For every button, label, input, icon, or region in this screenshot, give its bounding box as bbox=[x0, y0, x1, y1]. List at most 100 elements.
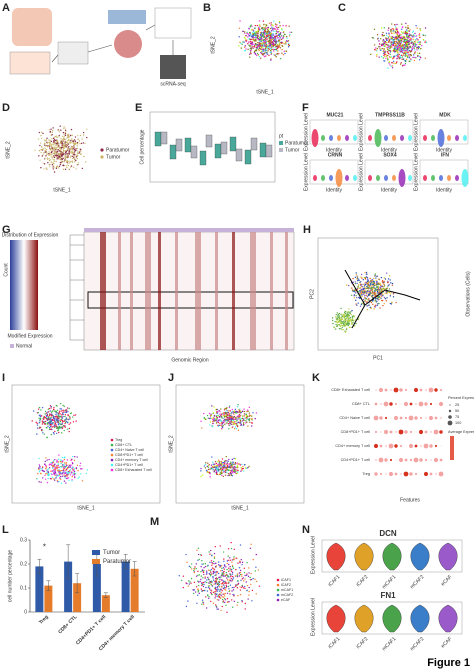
legend-label: Tumor bbox=[285, 147, 300, 153]
row-label: CD4+ Naive T cell bbox=[339, 416, 370, 420]
expression-dot bbox=[419, 388, 423, 392]
legend-label: Tumor bbox=[106, 154, 121, 160]
expression-dot bbox=[384, 458, 388, 462]
legend-label: CD4+PD1+ T cell bbox=[115, 463, 143, 467]
row-label: Treg bbox=[362, 472, 370, 476]
violin bbox=[410, 542, 430, 571]
violin bbox=[374, 129, 382, 147]
legend-swatch bbox=[92, 559, 100, 564]
bar bbox=[35, 566, 44, 612]
expression-dot bbox=[420, 445, 422, 447]
expression-dot bbox=[375, 389, 377, 391]
axis-label: tSNE_1 bbox=[231, 505, 248, 511]
expression-dot bbox=[440, 445, 442, 447]
expression-dot bbox=[424, 430, 428, 434]
violin bbox=[382, 542, 402, 571]
expression-dot bbox=[439, 388, 443, 392]
legend-swatch bbox=[276, 593, 280, 597]
color-key bbox=[450, 436, 454, 460]
axis-label: Expression Level bbox=[358, 113, 364, 151]
axis-label: tSNE_2 bbox=[4, 435, 10, 452]
expression-dot bbox=[418, 401, 424, 407]
box bbox=[220, 141, 228, 155]
panel-letter: N bbox=[302, 524, 310, 536]
violin bbox=[326, 542, 346, 571]
axis-label: Expression Level bbox=[303, 113, 309, 151]
expression-dot bbox=[430, 459, 432, 461]
expression-dot bbox=[395, 459, 397, 461]
legend-swatch bbox=[110, 438, 114, 442]
y-tick-label: 0 bbox=[24, 609, 27, 615]
expression-dot bbox=[399, 416, 403, 420]
gene-title: DCN bbox=[379, 529, 397, 538]
error-bar bbox=[37, 558, 42, 574]
legend-label: iCAF1 bbox=[281, 578, 291, 582]
legend-swatch bbox=[110, 453, 114, 457]
violin bbox=[321, 135, 325, 141]
box bbox=[229, 136, 237, 152]
violin bbox=[368, 135, 372, 141]
expression-dot bbox=[423, 443, 429, 449]
expression-dot bbox=[380, 403, 382, 405]
panel-letter: B bbox=[203, 2, 211, 14]
legend-swatch bbox=[110, 463, 114, 467]
legend-swatch bbox=[279, 141, 283, 145]
legend-swatch bbox=[110, 448, 114, 452]
panel-letter: L bbox=[2, 524, 9, 536]
expression-dot bbox=[433, 429, 439, 435]
expression-dot bbox=[420, 473, 422, 475]
plot-frame bbox=[149, 111, 276, 183]
bar bbox=[130, 568, 139, 612]
legend-swatch bbox=[110, 443, 114, 447]
expression-dot bbox=[405, 445, 407, 447]
violin bbox=[354, 542, 374, 571]
expression-dot bbox=[413, 387, 419, 393]
cnv-band bbox=[130, 232, 133, 350]
expression-dot bbox=[419, 416, 423, 420]
expression-dot bbox=[415, 431, 417, 433]
expression-dot bbox=[394, 444, 398, 448]
expression-dot bbox=[424, 458, 428, 462]
cell-cloud bbox=[36, 454, 88, 484]
expression-dot bbox=[405, 417, 407, 419]
plot-frame bbox=[175, 384, 305, 504]
legend-label: Paratumor bbox=[106, 147, 130, 153]
error-bar bbox=[103, 592, 108, 598]
violin bbox=[447, 175, 451, 181]
cnv-band bbox=[158, 232, 161, 350]
expression-dot bbox=[379, 444, 383, 448]
plot-frame bbox=[321, 601, 463, 635]
axis-label: Observations (Cells) bbox=[465, 271, 471, 317]
schematic-label: scRNA-seq bbox=[160, 81, 186, 87]
panel-letter: A bbox=[2, 2, 10, 14]
legend-label: mCAF2 bbox=[281, 593, 293, 597]
expression-dot bbox=[409, 402, 413, 406]
legend-label: eCAF bbox=[281, 598, 291, 602]
panel-letter: M bbox=[150, 516, 159, 528]
violin bbox=[392, 175, 396, 181]
expression-dot bbox=[433, 457, 439, 463]
size-key bbox=[448, 415, 452, 419]
bar bbox=[92, 564, 101, 612]
panel-letter: K bbox=[312, 372, 320, 384]
panel-letter: H bbox=[303, 224, 311, 236]
expression-dot bbox=[439, 430, 443, 434]
size-key bbox=[448, 409, 452, 413]
violin bbox=[455, 175, 459, 181]
legend-label: CD4+ memory T cell bbox=[115, 458, 148, 462]
legend-label: CD4+ Naive T cell bbox=[115, 448, 144, 452]
row-label: CD8+ Exhausted T cell bbox=[331, 388, 370, 392]
expression-dot bbox=[408, 443, 414, 449]
axis-label: PC1 bbox=[373, 355, 383, 361]
expression-dot bbox=[425, 389, 427, 391]
expression-dot bbox=[404, 430, 408, 434]
violin bbox=[384, 175, 388, 181]
axis-label: Count bbox=[3, 263, 9, 277]
cnv-band bbox=[118, 232, 121, 350]
box bbox=[259, 142, 267, 158]
axis-label: Expression Level bbox=[310, 536, 316, 574]
box bbox=[235, 148, 243, 162]
axis-label: Expression Level bbox=[413, 153, 419, 191]
violin bbox=[463, 135, 467, 141]
expression-dot bbox=[399, 388, 403, 392]
